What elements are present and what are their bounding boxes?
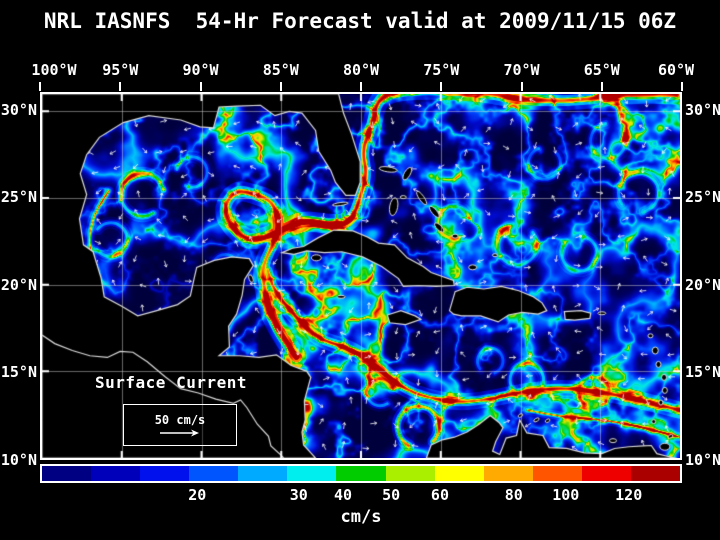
x-axis-label: 75°W (423, 61, 460, 79)
x-axis-tick (279, 82, 282, 91)
y-axis-label: 30°N (685, 100, 720, 119)
x-axis-label: 85°W (262, 61, 299, 79)
x-axis-tick (440, 82, 443, 91)
current-scale-box: 50 cm/s (123, 404, 237, 446)
colorbar-tick-label: 80 (504, 486, 523, 504)
plot-title: NRL IASNFS 54-Hr Forecast valid at 2009/… (43, 9, 677, 33)
x-axis-tick (39, 82, 41, 91)
y-axis-label: 15°N (685, 363, 720, 382)
x-axis-tick (199, 82, 202, 91)
colorbar-segment (483, 466, 533, 481)
colorbar-tick-label: 30 (289, 486, 308, 504)
colorbar-segment (532, 466, 582, 481)
x-axis-tick (681, 82, 683, 91)
colorbar-tick-labels: 20 30 40 50 60 80 100 120 (40, 486, 682, 504)
current-speed-map (42, 94, 680, 458)
colorbar-segment (189, 466, 239, 481)
colorbar-segment (581, 466, 631, 481)
x-axis-label: 70°W (503, 61, 540, 79)
x-axis-tick (520, 82, 523, 91)
colorbar-segment (385, 466, 435, 481)
surface-current-label: Surface Current (95, 373, 247, 392)
y-axis-label: 20°N (0, 275, 37, 294)
y-axis-label: 10°N (685, 451, 720, 469)
colorbar-segment (42, 466, 92, 481)
colorbar-segment (434, 466, 484, 481)
colorbar-segment (287, 466, 337, 481)
x-axis-label: 60°W (657, 61, 695, 79)
x-axis-label: 100°W (31, 61, 77, 79)
colorbar-segment (336, 466, 386, 481)
colorbar (40, 464, 682, 483)
x-axis-label: 65°W (583, 61, 620, 79)
x-axis-tick (360, 82, 362, 91)
y-axis-label: 10°N (0, 451, 37, 469)
scale-value-label: 50 cm/s (154, 412, 206, 427)
x-axis-tick (119, 82, 122, 91)
colorbar-tick-label: 120 (615, 486, 643, 504)
colorbar-tick-label: 60 (430, 486, 449, 504)
colorbar-unit: cm/s (340, 507, 382, 527)
colorbar-segment (238, 466, 288, 481)
colorbar-segment (91, 466, 141, 481)
colorbar-segment (630, 466, 681, 481)
colorbar-tick-label: 20 (188, 486, 207, 504)
y-axis-label: 30°N (0, 100, 37, 119)
map-frame: Surface Current 50 cm/s (40, 92, 682, 460)
colorbar-tick-label: 100 (552, 486, 580, 504)
y-axis-label: 25°N (685, 188, 720, 207)
y-axis-label: 25°N (0, 188, 37, 207)
y-axis-label: 15°N (0, 363, 37, 382)
colorbar-segment (140, 466, 190, 481)
x-axis-label: 80°W (342, 61, 380, 79)
x-axis-label: 90°W (182, 61, 219, 79)
colorbar-tick-label: 50 (382, 486, 401, 504)
scale-arrow-icon (160, 429, 199, 436)
y-axis-label: 20°N (685, 275, 720, 294)
x-axis-label: 95°W (102, 61, 139, 79)
x-axis-tick (600, 82, 603, 91)
colorbar-tick-label: 40 (333, 486, 353, 504)
